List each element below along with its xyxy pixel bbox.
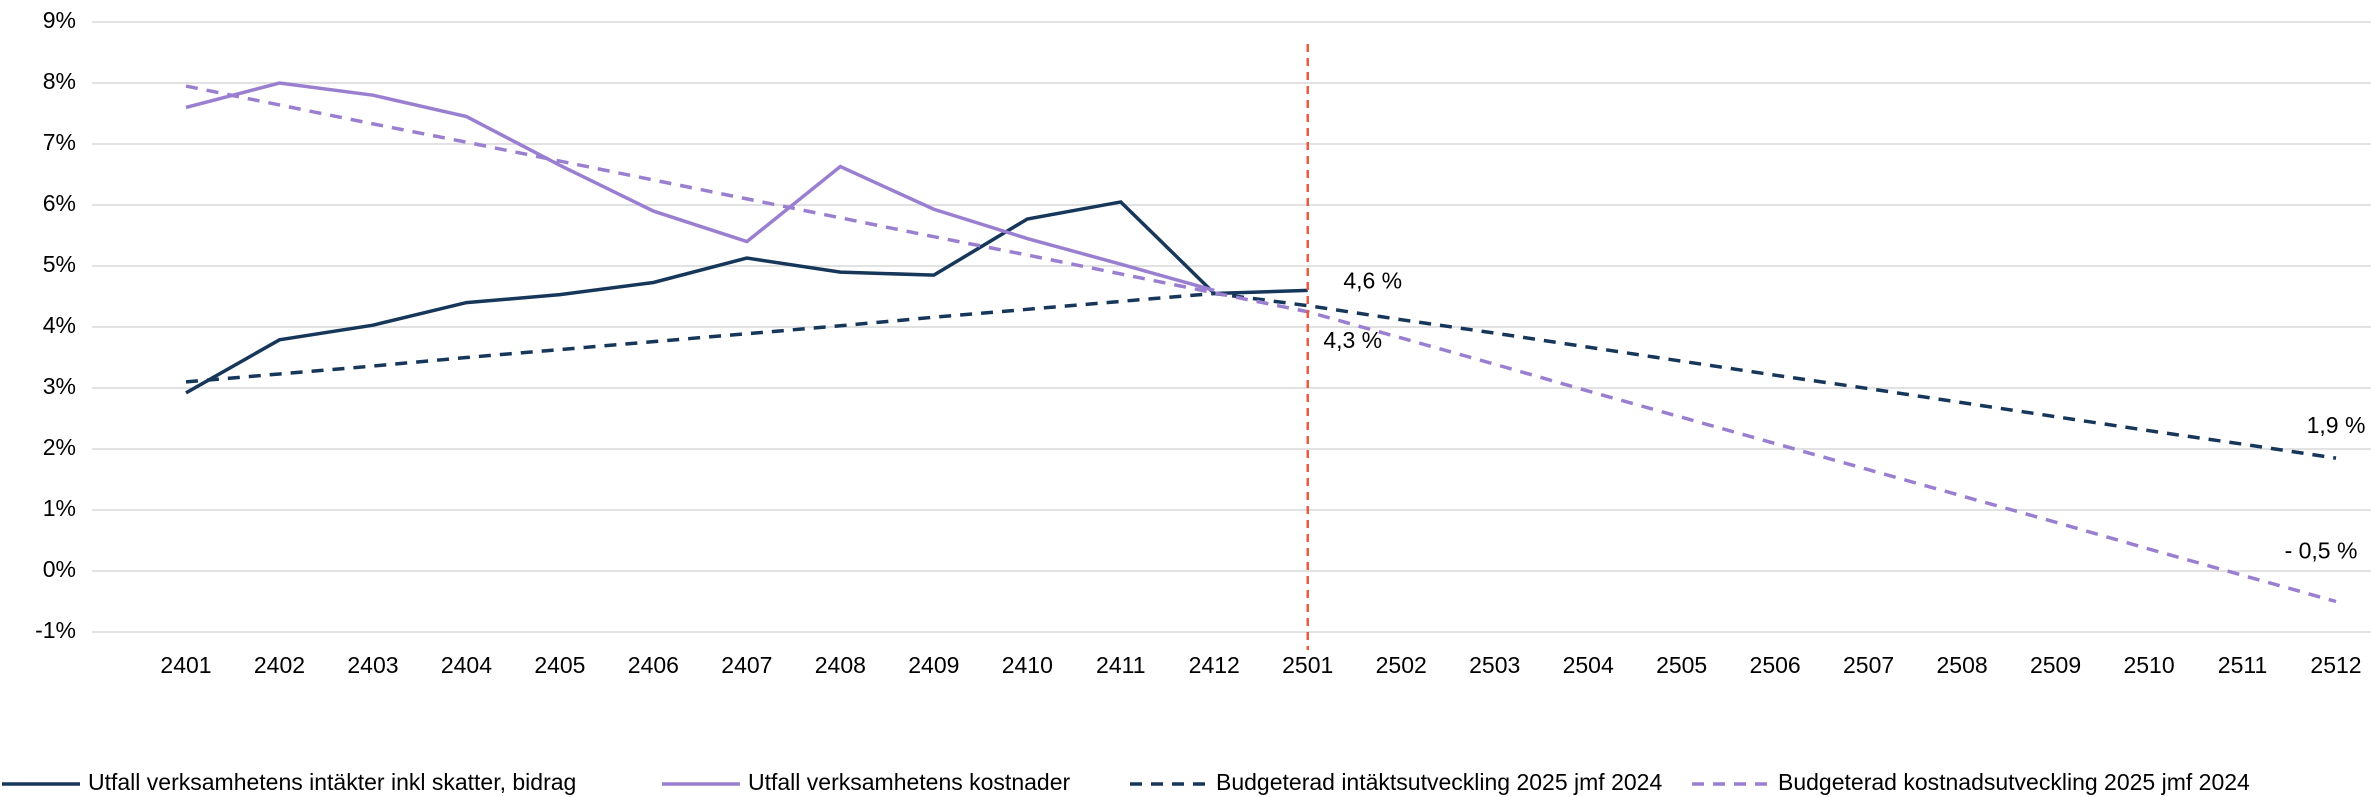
x-tick-label: 2405 xyxy=(534,652,585,678)
legend-label: Budgeterad intäktsutveckling 2025 jmf 20… xyxy=(1216,769,1662,795)
x-tick-label: 2510 xyxy=(2123,652,2174,678)
x-tick-label: 2411 xyxy=(1096,652,1145,678)
x-tick-label: 2503 xyxy=(1469,652,1520,678)
legend-label: Utfall verksamhetens intäkter inkl skatt… xyxy=(88,769,576,795)
y-tick-label: 7% xyxy=(43,129,76,155)
x-tick-label: 2512 xyxy=(2310,652,2361,678)
series-line xyxy=(185,200,1308,395)
legend-label: Budgeterad kostnadsutveckling 2025 jmf 2… xyxy=(1778,769,2250,795)
y-tick-label: 5% xyxy=(43,251,76,277)
annotation: 4,3 % xyxy=(1323,327,1382,353)
x-tick-label: 2502 xyxy=(1376,652,1427,678)
x-tick-label: 2507 xyxy=(1843,652,1894,678)
x-tick-label: 2505 xyxy=(1656,652,1707,678)
y-tick-label: -1% xyxy=(35,617,76,643)
series-line xyxy=(185,291,2337,460)
x-tick-label: 2404 xyxy=(441,652,492,678)
x-tick-label: 2406 xyxy=(628,652,679,678)
x-tick-label: 2501 xyxy=(1282,652,1333,678)
series-line xyxy=(185,81,1215,293)
x-tick-label: 2506 xyxy=(1750,652,1801,678)
x-tick-label: 2402 xyxy=(254,652,305,678)
y-tick-label: 8% xyxy=(43,68,76,94)
annotation: 4,6 % xyxy=(1343,267,1402,293)
y-tick-label: 9% xyxy=(43,7,76,33)
x-tick-label: 2401 xyxy=(160,652,211,678)
annotation: 1,9 % xyxy=(2307,412,2366,438)
legend-label: Utfall verksamhetens kostnader xyxy=(748,769,1070,795)
y-tick-label: 2% xyxy=(43,434,76,460)
x-tick-label: 2403 xyxy=(347,652,398,678)
y-tick-label: 1% xyxy=(43,495,76,521)
y-tick-label: 6% xyxy=(43,190,76,216)
y-tick-label: 3% xyxy=(43,373,76,399)
y-tick-label: 0% xyxy=(43,556,76,582)
x-tick-label: 2408 xyxy=(815,652,866,678)
x-tick-label: 2509 xyxy=(2030,652,2081,678)
x-tick-label: 2508 xyxy=(1937,652,1988,678)
x-tick-label: 2407 xyxy=(721,652,772,678)
y-tick-label: 4% xyxy=(43,312,76,338)
x-tick-label: 2511 xyxy=(2218,652,2267,678)
x-tick-label: 2412 xyxy=(1189,652,1240,678)
x-tick-label: 2410 xyxy=(1002,652,1053,678)
series-line xyxy=(185,84,2337,604)
annotation: - 0,5 % xyxy=(2285,538,2358,564)
x-tick-label: 2409 xyxy=(908,652,959,678)
x-tick-label: 2504 xyxy=(1563,652,1614,678)
